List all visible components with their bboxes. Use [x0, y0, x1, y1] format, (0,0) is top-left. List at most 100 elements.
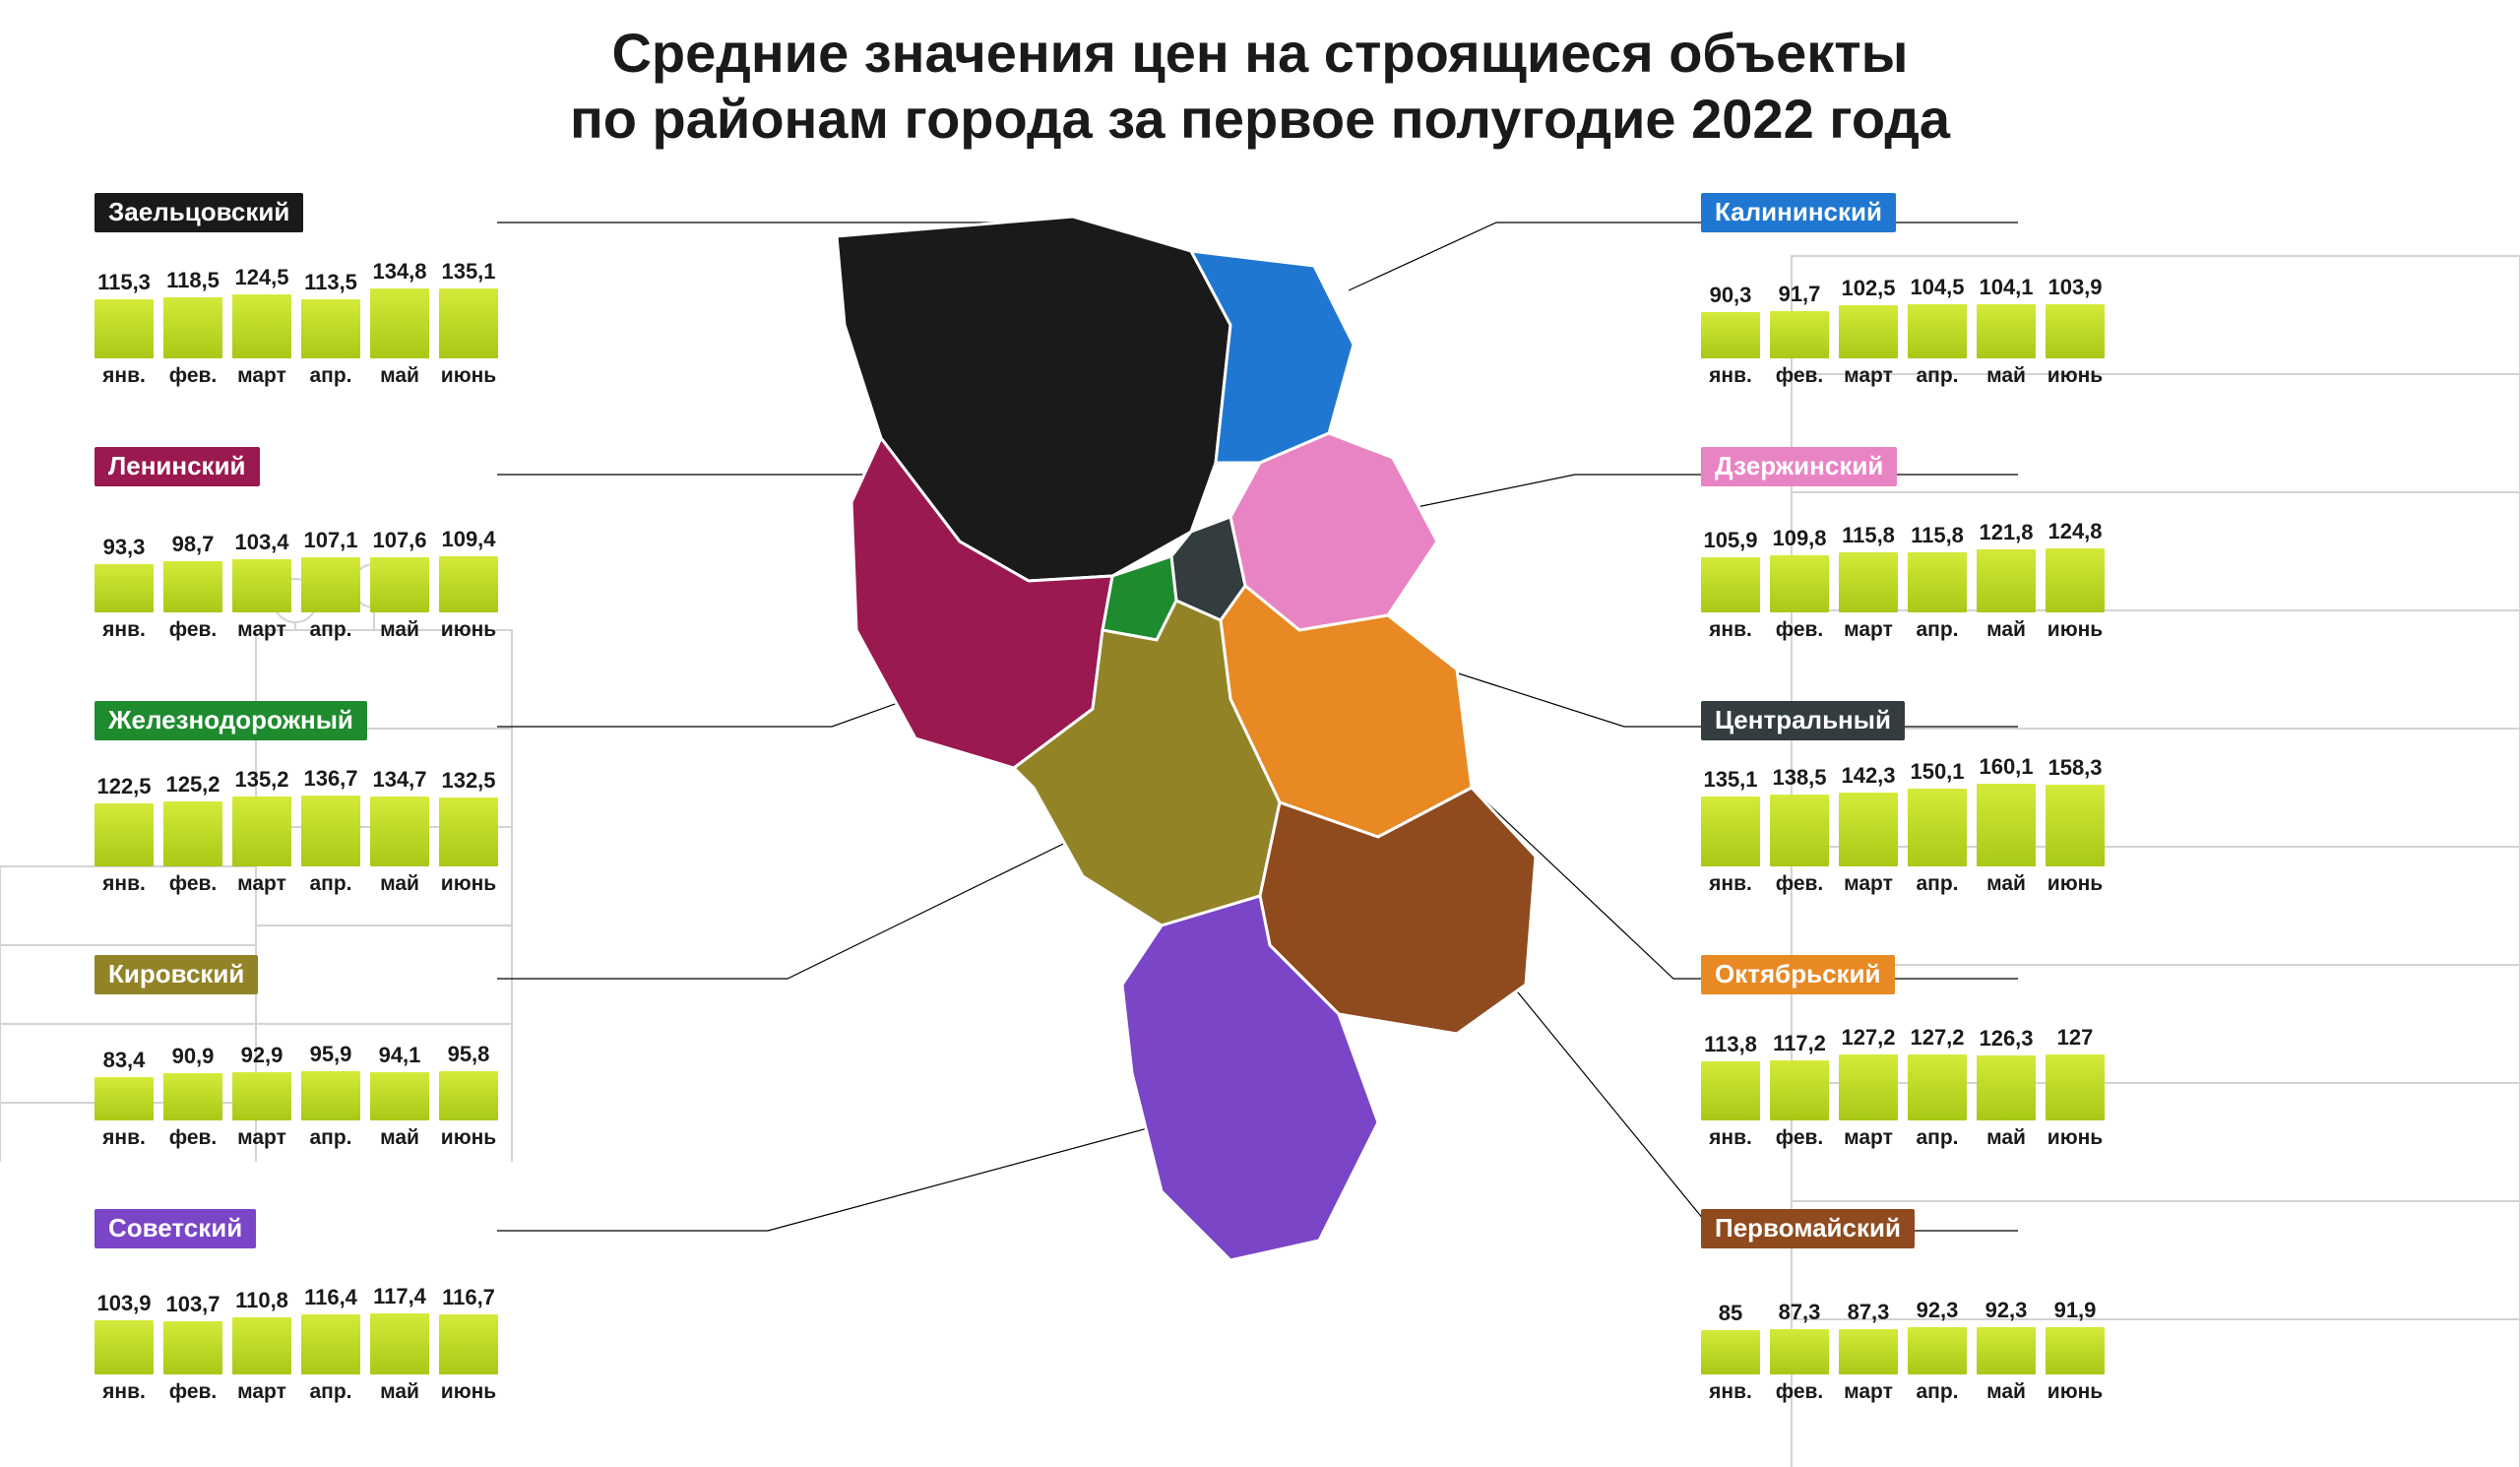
bar-rect — [94, 803, 154, 866]
bar-rect — [2046, 548, 2105, 612]
bar-slot: 91,7 — [1770, 240, 1829, 358]
bar-value: 158,3 — [2048, 755, 2102, 781]
month-label: май — [370, 1380, 429, 1404]
bar-rect — [1977, 549, 2036, 612]
district-sovetsky: Советский103,9103,7110,8116,4117,4116,7я… — [94, 1209, 498, 1404]
bar-value: 94,1 — [379, 1043, 421, 1068]
districts-right-column: Калининский90,391,7102,5104,5104,1103,9я… — [1701, 193, 2105, 1404]
bar-value: 103,9 — [96, 1291, 151, 1316]
bar-rect — [1839, 1054, 1898, 1120]
district-label: Калининский — [1701, 193, 1896, 232]
bar-value: 90,9 — [172, 1044, 215, 1069]
bar-slot: 117,4 — [370, 1256, 429, 1374]
month-label: апр. — [1908, 618, 1967, 642]
bar-value: 125,2 — [165, 772, 220, 797]
bar-slot: 134,7 — [370, 748, 429, 866]
bar-slot: 104,5 — [1908, 240, 1967, 358]
district-mini-chart: 122,5125,2135,2136,7134,7132,5 — [94, 748, 498, 866]
bar-value: 115,3 — [97, 270, 151, 295]
month-label: март — [232, 618, 291, 642]
district-kalininsky: Калининский90,391,7102,5104,5104,1103,9я… — [1701, 193, 2105, 388]
bar-rect — [1839, 793, 1898, 866]
bar-rect — [1839, 552, 1898, 612]
bar-slot: 115,3 — [94, 240, 154, 358]
month-label: фев. — [1770, 1126, 1829, 1150]
bar-rect — [1908, 1327, 1967, 1374]
bar-slot: 122,5 — [94, 748, 154, 866]
district-label: Первомайский — [1701, 1209, 1915, 1248]
bar-value: 102,5 — [1841, 276, 1895, 301]
bar-rect — [439, 797, 498, 866]
month-label: май — [1977, 1126, 2036, 1150]
bar-slot: 109,8 — [1770, 494, 1829, 612]
bar-value: 126,3 — [1979, 1026, 2033, 1052]
bar-slot: 127,2 — [1908, 1002, 1967, 1120]
bar-value: 92,9 — [241, 1043, 284, 1068]
district-label: Советский — [94, 1209, 256, 1248]
bar-value: 90,3 — [1710, 283, 1752, 308]
bar-rect — [1839, 1329, 1898, 1374]
bar-value: 121,8 — [1979, 520, 2033, 545]
bar-rect — [370, 1072, 429, 1120]
month-row: янв.фев.мартапр.майиюнь — [1701, 364, 2105, 388]
bar-value: 104,1 — [1979, 275, 2033, 300]
month-label: март — [1839, 364, 1898, 388]
month-label: июнь — [439, 618, 498, 642]
bar-slot: 127,2 — [1839, 1002, 1898, 1120]
month-label: апр. — [301, 1126, 360, 1150]
bar-slot: 105,9 — [1701, 494, 1760, 612]
bar-rect — [94, 1320, 154, 1374]
bar-value: 116,7 — [442, 1285, 495, 1310]
bar-rect — [163, 297, 222, 358]
district-pervomaysky: Первомайский8587,387,392,392,391,9янв.фе… — [1701, 1209, 2105, 1404]
month-label: апр. — [301, 618, 360, 642]
month-row: янв.фев.мартапр.майиюнь — [94, 1126, 498, 1150]
bar-rect — [1770, 795, 1829, 866]
month-label: янв. — [1701, 364, 1760, 388]
bar-value: 127,2 — [1841, 1025, 1895, 1051]
bar-value: 98,7 — [172, 532, 215, 557]
bar-rect — [1770, 1329, 1829, 1374]
bar-rect — [301, 299, 360, 358]
month-label: апр. — [301, 1380, 360, 1404]
district-oktyabrsky: Октябрьский113,8117,2127,2127,2126,3127я… — [1701, 955, 2105, 1150]
bar-slot: 90,3 — [1701, 240, 1760, 358]
month-label: апр. — [1908, 872, 1967, 896]
bar-slot: 135,1 — [439, 240, 498, 358]
bar-slot: 87,3 — [1770, 1256, 1829, 1374]
bar-slot: 118,5 — [163, 240, 222, 358]
bar-slot: 92,9 — [232, 1002, 291, 1120]
bar-slot: 93,3 — [94, 494, 154, 612]
bar-slot: 116,7 — [439, 1256, 498, 1374]
month-label: фев. — [163, 618, 222, 642]
month-label: март — [1839, 1126, 1898, 1150]
bar-slot: 113,5 — [301, 240, 360, 358]
month-label: апр. — [1908, 1380, 1967, 1404]
bar-rect — [1839, 305, 1898, 358]
bar-value: 92,3 — [1985, 1298, 2028, 1323]
month-label: июнь — [439, 872, 498, 896]
bar-slot: 113,8 — [1701, 1002, 1760, 1120]
bar-rect — [439, 1071, 498, 1120]
bar-value: 104,5 — [1910, 275, 1964, 300]
bar-slot: 117,2 — [1770, 1002, 1829, 1120]
bar-slot: 103,9 — [94, 1256, 154, 1374]
bar-slot: 124,8 — [2046, 494, 2105, 612]
bar-value: 124,5 — [234, 265, 288, 290]
bar-value: 103,7 — [165, 1292, 220, 1317]
district-mini-chart: 103,9103,7110,8116,4117,4116,7 — [94, 1256, 498, 1374]
bar-value: 127 — [2057, 1025, 2094, 1051]
bar-rect — [1977, 1055, 2036, 1120]
bar-value: 95,8 — [448, 1042, 490, 1067]
district-label: Ленинский — [94, 447, 260, 486]
bar-rect — [301, 796, 360, 866]
bar-slot: 98,7 — [163, 494, 222, 612]
month-label: март — [1839, 1380, 1898, 1404]
month-label: май — [1977, 1380, 2036, 1404]
bar-rect — [2046, 304, 2105, 358]
month-label: март — [1839, 872, 1898, 896]
bar-slot: 150,1 — [1908, 748, 1967, 866]
bar-rect — [1701, 1330, 1760, 1374]
bar-rect — [94, 299, 154, 358]
bar-value: 87,3 — [1848, 1300, 1890, 1325]
